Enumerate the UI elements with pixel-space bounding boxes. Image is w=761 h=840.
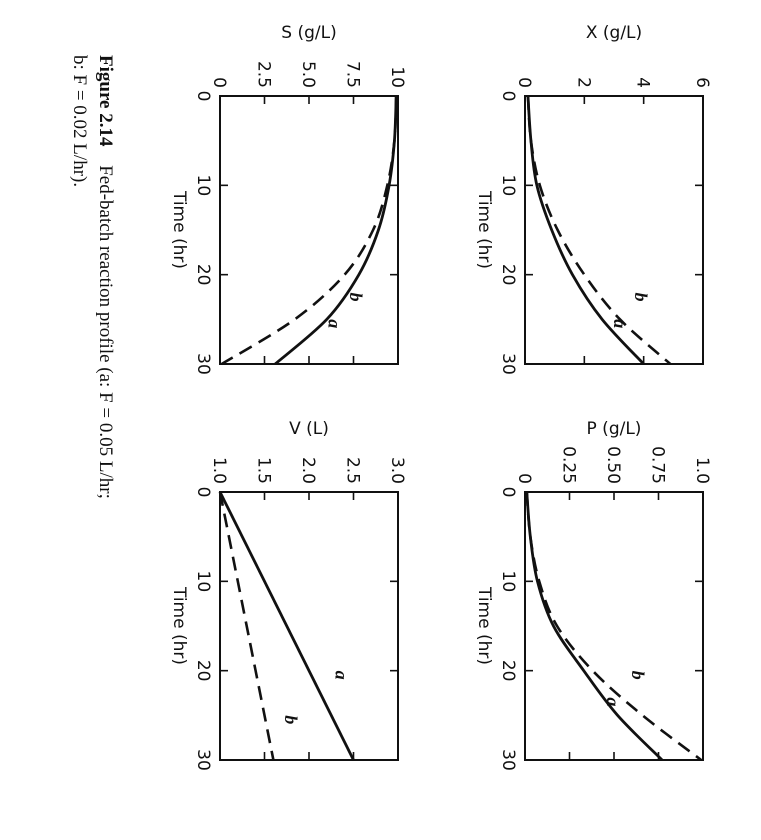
series-b-line: [221, 95, 398, 366]
plot-frame: [524, 95, 704, 365]
caption-line1: Fed-batch reaction profile (a: F = 0.05 …: [95, 165, 116, 499]
x-tick-label: 20: [498, 264, 518, 286]
x-tick-label: 0: [193, 91, 213, 102]
y-tick-label: 10: [387, 66, 407, 88]
y-tick-label: 3.0: [387, 457, 407, 484]
x-axis-label: Time (hr): [474, 586, 494, 665]
series-b-line: [525, 491, 703, 762]
y-tick-label: 2: [573, 77, 593, 88]
y-tick-label: 0.50: [603, 446, 623, 484]
y-tick-label: 2.5: [343, 457, 363, 484]
x-axis-label: Time (hr): [169, 586, 189, 665]
y-axis-label: X (g/L): [586, 23, 642, 43]
plot-frame: [219, 95, 399, 365]
x-tick-label: 20: [193, 264, 213, 286]
series-a-tag: a: [610, 319, 630, 328]
svg-text:Figure 2.14 Fed-batch re: Figure 2.14 Fed-batch reaction profile (…: [95, 55, 116, 499]
series-b-line: [218, 491, 275, 761]
series-a-tag: a: [325, 319, 345, 328]
y-tick-label: 0.25: [559, 446, 579, 484]
series-a-line: [218, 491, 355, 761]
y-tick-label: 1.0: [692, 457, 712, 484]
x-tick-label: 30: [498, 353, 518, 375]
x-tick-label: 0: [498, 91, 518, 102]
x-axis-label: Time (hr): [169, 190, 189, 269]
plot-p: 0 10 20 30 0 0.25 0.50 0.75 1.0 Time (hr) P (g/L) a…: [474, 419, 712, 771]
x-tick-label: 30: [498, 749, 518, 771]
x-tick-label: 30: [193, 749, 213, 771]
series-b-line: [526, 95, 672, 365]
y-axis-label: S (g/L): [281, 23, 336, 43]
series-a-tag: a: [603, 697, 623, 706]
y-tick-label: 0.75: [648, 446, 668, 484]
x-axis-label: Time (hr): [474, 190, 494, 269]
x-tick-label: 20: [193, 660, 213, 682]
y-tick-label: 0: [514, 77, 534, 88]
series-a-tag: a: [332, 671, 352, 680]
y-tick-label: 1.5: [254, 457, 274, 484]
plot-frame: [524, 491, 704, 761]
y-tick-label: 0: [209, 77, 229, 88]
y-tick-label: 2.5: [254, 61, 274, 88]
x-tick-label: 10: [498, 175, 518, 197]
figure-caption: Figure 2.14 Fed-batch reaction profile (…: [69, 55, 116, 499]
plot-v: 0 10 20 30 1.0 1.5 2.0 2.5 3.0 Time (hr) V (L) a b: [169, 419, 407, 771]
caption-line2: b: F = 0.02 L/hr).: [69, 55, 90, 187]
y-tick-label: 2.0: [298, 457, 318, 484]
y-tick-label: 7.5: [343, 61, 363, 88]
x-tick-label: 20: [498, 660, 518, 682]
caption-label: Figure 2.14: [95, 55, 116, 147]
y-axis-label: P (g/L): [587, 419, 642, 439]
x-tick-label: 10: [193, 571, 213, 593]
y-tick-label: 6: [692, 77, 712, 88]
series-b-tag: b: [631, 293, 651, 302]
series-b-tag: b: [281, 715, 301, 724]
y-tick-label: 1.0: [209, 457, 229, 484]
y-axis-label: V (L): [289, 419, 329, 439]
y-tick-label: 5.0: [298, 61, 318, 88]
y-tick-label: 0: [514, 473, 534, 484]
x-tick-label: 0: [498, 487, 518, 498]
series-b-tag: b: [628, 671, 648, 680]
x-tick-label: 30: [193, 353, 213, 375]
y-tick-label: 4: [633, 77, 653, 88]
plot-x: 0 10 20 30 0 2 4 6 Time (hr) X (g/L) a b: [474, 23, 712, 375]
plots-group: 0 10 20 30 0 2 4 6 Time (hr) X (g/L) a b 0 10 20 30 0 0.2…: [169, 23, 712, 771]
x-tick-label: 0: [193, 487, 213, 498]
x-tick-label: 10: [193, 175, 213, 197]
series-a-line: [525, 491, 664, 761]
series-b-tag: b: [346, 293, 366, 302]
x-tick-label: 10: [498, 571, 518, 593]
